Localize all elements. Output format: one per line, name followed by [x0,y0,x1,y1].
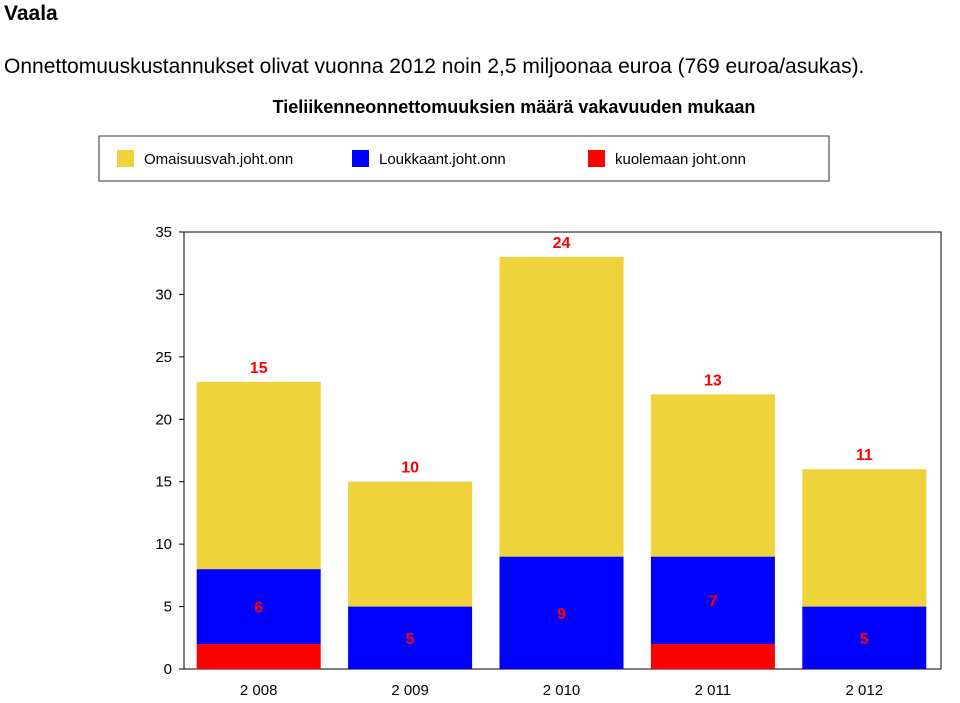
legend-swatch [588,150,605,167]
legend-label: kuolemaan joht.onn [615,151,746,168]
data-label: 2 [254,650,263,667]
data-label: 6 [254,600,263,617]
x-axis: 2 008 2 009 2 010 2 011 2 012 [240,682,883,699]
chart-title: Tieliikenneonnettomuuksien määrä vakavuu… [273,97,756,117]
legend-swatch [352,150,369,167]
data-label: 2 [708,650,717,667]
y-tick-label: 20 [155,411,172,428]
bar-segment [348,606,473,669]
legend-label: Loukkaant.joht.onn [379,151,506,168]
y-tick-label: 0 [164,661,172,678]
data-label: 24 [553,235,571,252]
bar-segment [499,556,624,669]
data-label: 7 [708,593,717,610]
y-tick-label: 25 [155,349,172,366]
legend-label: Omaisuusvah.joht.onn [144,151,293,168]
page-title: Vaala [4,2,58,25]
y-tick-label: 35 [155,224,172,241]
data-label: 13 [704,372,722,389]
data-label: 5 [860,631,869,648]
legend-swatch [117,150,134,167]
data-label: 5 [406,631,415,648]
bar-segment [348,481,473,607]
data-label: 11 [856,447,873,464]
plot-area: 26150510092427130511 [196,235,927,669]
x-tick-label: 2 009 [391,682,429,699]
y-tick-label: 15 [155,474,172,491]
x-tick-label: 2 008 [240,682,278,699]
x-tick-label: 2 012 [846,682,884,699]
bar-segment [650,394,775,557]
chart-legend: Omaisuusvah.joht.onn Loukkaant.joht.onn ku… [117,150,746,168]
bar-segment [802,606,927,669]
data-label: 9 [557,606,566,623]
page-subtitle: Onnettomuuskustannukset olivat vuonna 20… [4,55,865,78]
bar-segment [650,644,775,669]
x-tick-label: 2 011 [695,682,731,699]
bar-segment [196,569,321,645]
legend-box [98,135,830,182]
y-tick-label: 30 [155,286,172,303]
bar-segment [196,644,321,669]
y-tick-label: 10 [155,536,172,553]
bar-segment [196,381,321,570]
data-label: 15 [250,360,268,377]
bar-segment [802,469,927,607]
bar-segment [499,256,624,557]
x-tick-label: 2 010 [543,682,581,699]
y-tick-label: 5 [164,599,172,616]
data-label: 10 [401,460,419,477]
bar-segment [650,556,775,645]
